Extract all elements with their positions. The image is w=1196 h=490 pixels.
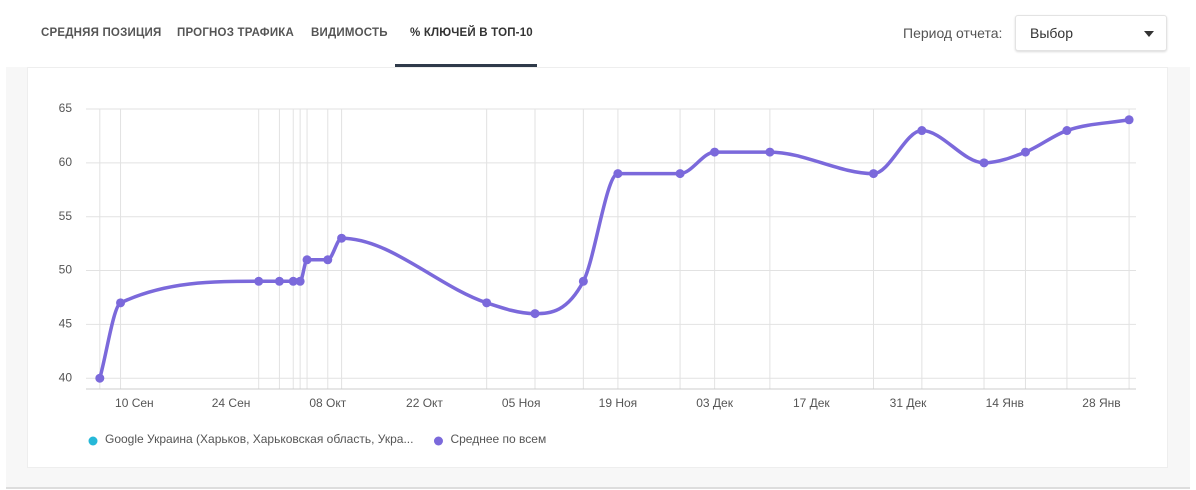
point (917, 126, 927, 136)
point (482, 298, 492, 308)
x-tick-label: 10 Сен (115, 396, 154, 410)
y-tick-label: 50 (59, 263, 73, 277)
point (765, 147, 775, 157)
point (979, 158, 989, 168)
legend-marker (433, 436, 443, 446)
period-label: Период отчета: (903, 25, 1003, 41)
caret (1144, 31, 1154, 37)
point (295, 276, 305, 286)
y-tick-label: 55 (59, 209, 73, 223)
point (95, 373, 105, 383)
x-tick-label: 17 Дек (793, 396, 830, 410)
point (116, 298, 126, 308)
x-tick-label: 05 Ноя (502, 396, 541, 410)
point (613, 169, 623, 179)
x-tick-label: 22 Окт (406, 396, 443, 410)
y-tick-label: 45 (59, 317, 73, 331)
y-tick-label: 40 (59, 370, 73, 384)
tab-underline (395, 64, 537, 67)
legend-label: Google Украина (Харьков, Харьковская обл… (105, 432, 413, 446)
tab[interactable]: ВИДИМОСТЬ (311, 27, 388, 39)
point (337, 233, 347, 243)
tab[interactable]: СРЕДНЯЯ ПОЗИЦИЯ (41, 27, 162, 39)
y-tick-label: 65 (59, 101, 73, 115)
tab-active[interactable]: % КЛЮЧЕЙ В ТОП-10 (410, 27, 533, 39)
x-tick-label: 19 Ноя (599, 396, 638, 410)
point (675, 169, 685, 179)
point (530, 309, 540, 319)
point (254, 276, 264, 286)
point (323, 255, 333, 265)
select-value: Выбор (1030, 25, 1073, 41)
x-tick-label: 31 Дек (890, 396, 927, 410)
point (869, 169, 878, 179)
y-tick-label: 60 (59, 155, 73, 169)
point (274, 276, 284, 286)
point (1124, 115, 1134, 125)
legend-label: Среднее по всем (450, 432, 546, 446)
point (578, 276, 588, 286)
period-select[interactable]: Выбор (1015, 15, 1167, 51)
x-tick-label: 08 Окт (309, 396, 346, 410)
x-tick-label: 14 Янв (986, 396, 1024, 410)
legend-marker (88, 436, 98, 446)
tab[interactable]: ПРОГНОЗ ТРАФИКА (177, 27, 295, 39)
point (710, 147, 720, 157)
chart-panel (27, 67, 1168, 468)
point (1062, 126, 1072, 136)
x-tick-label: 28 Янв (1082, 396, 1120, 410)
series-line (98, 118, 1130, 379)
point (288, 276, 298, 286)
x-tick-label: 03 Дек (696, 396, 733, 410)
x-tick-label: 24 Сен (212, 396, 251, 410)
point (302, 255, 312, 265)
point (1020, 147, 1030, 157)
